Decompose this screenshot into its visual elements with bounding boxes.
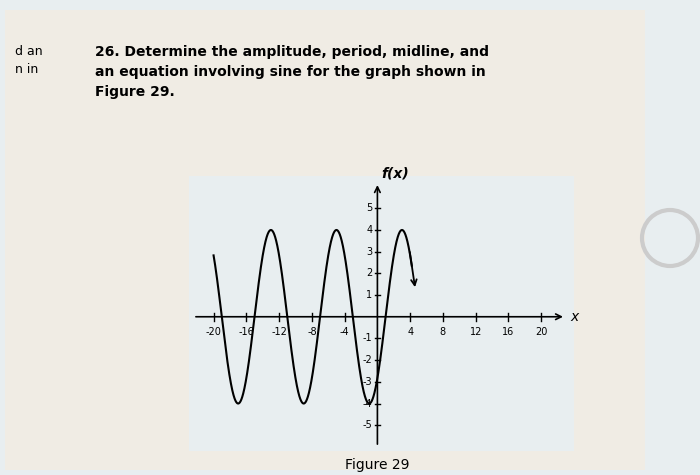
Text: -5: -5 [363, 420, 372, 430]
Text: -3: -3 [363, 377, 372, 387]
Text: 1: 1 [366, 290, 372, 300]
Text: Figure 29.: Figure 29. [95, 85, 175, 99]
Text: 4: 4 [407, 326, 413, 336]
Text: -20: -20 [206, 326, 221, 336]
Text: Figure 29: Figure 29 [345, 458, 410, 472]
Text: -4: -4 [363, 399, 372, 408]
Text: x: x [570, 310, 578, 324]
Text: 20: 20 [535, 326, 547, 336]
Text: -8: -8 [307, 326, 316, 336]
Text: 4: 4 [366, 225, 372, 235]
Text: 26. Determine the amplitude, period, midline, and: 26. Determine the amplitude, period, mid… [95, 45, 489, 59]
Text: 3: 3 [366, 247, 372, 256]
Text: f(x): f(x) [382, 166, 409, 180]
Text: -12: -12 [271, 326, 287, 336]
Text: d an: d an [15, 45, 43, 58]
Text: -1: -1 [363, 333, 372, 343]
Text: -2: -2 [363, 355, 372, 365]
Text: an equation involving sine for the graph shown in: an equation involving sine for the graph… [95, 65, 486, 79]
Text: n in: n in [15, 63, 38, 76]
Text: 2: 2 [366, 268, 372, 278]
Text: -4: -4 [340, 326, 349, 336]
Text: 16: 16 [503, 326, 514, 336]
Text: 8: 8 [440, 326, 446, 336]
Text: 12: 12 [470, 326, 482, 336]
Text: 5: 5 [366, 203, 372, 213]
Text: -16: -16 [239, 326, 254, 336]
